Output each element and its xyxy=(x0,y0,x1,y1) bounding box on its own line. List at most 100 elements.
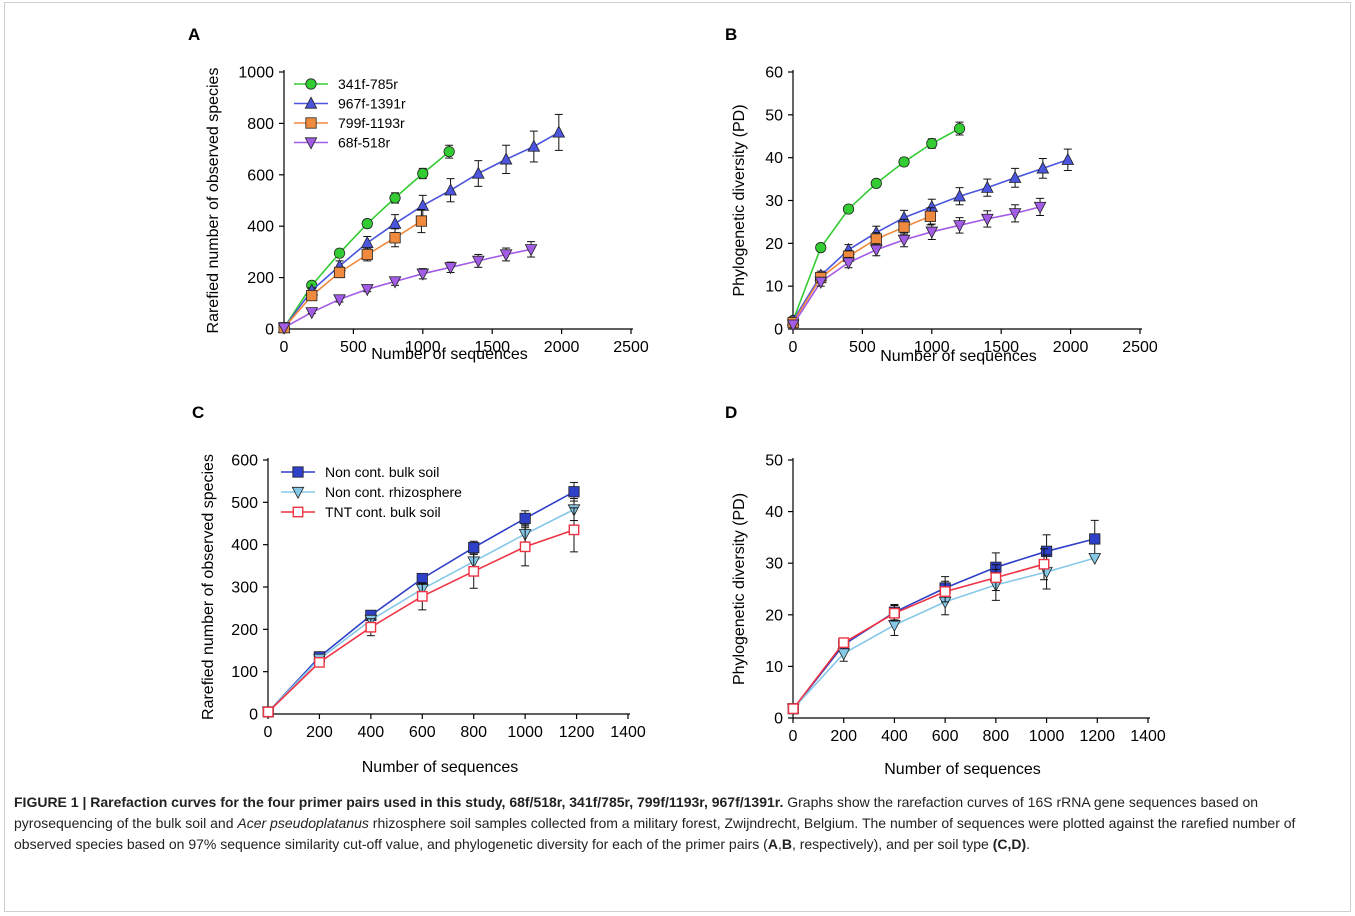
data-point xyxy=(842,203,855,215)
legend-marker xyxy=(305,78,317,90)
data-point xyxy=(389,232,401,244)
data-point xyxy=(980,180,994,193)
data-point xyxy=(468,542,480,554)
y-tick-label: 10 xyxy=(765,279,783,296)
x-tick-label: 1200 xyxy=(559,724,595,741)
data-point xyxy=(314,656,325,668)
panel-letter-a: A xyxy=(188,25,200,44)
data-point xyxy=(870,177,882,189)
data-point xyxy=(568,524,580,536)
y-tick-label: 0 xyxy=(265,322,274,339)
data-point xyxy=(1008,170,1022,183)
data-point xyxy=(361,218,373,230)
x-tick-label: 0 xyxy=(280,339,289,356)
data-point xyxy=(953,122,966,135)
y-tick-label: 400 xyxy=(247,219,274,236)
series-tnt-cont-bulk-soil xyxy=(262,507,580,718)
data-point xyxy=(416,268,430,281)
series-799f-1193r xyxy=(787,207,937,329)
series-line xyxy=(792,159,1069,321)
series-line xyxy=(267,529,575,713)
y-tick-label: 100 xyxy=(231,664,258,681)
y-tick-label: 30 xyxy=(765,193,783,210)
x-tick-label: 600 xyxy=(409,724,436,741)
data-point xyxy=(1061,152,1075,165)
legend-label: Non cont. rhizosphere xyxy=(325,484,462,500)
data-point xyxy=(897,234,911,247)
data-point xyxy=(990,572,1002,584)
caption-title: FIGURE 1 | Rarefaction curves for the fo… xyxy=(14,794,784,810)
y-tick-label: 600 xyxy=(247,167,274,184)
x-tick-label: 0 xyxy=(789,728,798,745)
x-tick-label: 0 xyxy=(789,339,798,356)
data-point xyxy=(388,216,402,229)
legend-marker xyxy=(292,466,304,478)
data-point xyxy=(361,248,373,261)
series-68f-518r xyxy=(277,241,538,335)
x-tick-label: 1000 xyxy=(1029,728,1065,745)
data-point xyxy=(924,210,937,222)
series-line xyxy=(283,220,422,329)
x-tick-label: 1500 xyxy=(983,339,1019,356)
y-tick-label: 200 xyxy=(247,270,274,287)
chart-panel-d: D 0 10 20 30 40 50 0 200 400 600 800 1000 1200 1400 Num… xyxy=(725,403,1166,778)
y-tick-label: 60 xyxy=(765,65,783,82)
chart-panel-a: A 0 200 400 600 800 1000 0 500 1000 1500 2000 2500 Nu… xyxy=(188,25,649,363)
caption-end: . xyxy=(1026,836,1031,852)
data-point xyxy=(786,319,800,332)
data-point xyxy=(262,706,274,718)
caption-text-1: Graphs show the rarefaction curves of 16… xyxy=(14,794,1259,831)
y-tick-label: 50 xyxy=(765,107,783,124)
x-tick-label: 0 xyxy=(264,724,273,741)
y-tick-label: 0 xyxy=(774,322,783,339)
x-axis-title: Number of sequences xyxy=(880,348,1037,365)
data-point xyxy=(926,137,938,150)
data-point xyxy=(1038,558,1050,570)
caption-comma: , xyxy=(777,836,782,852)
data-point xyxy=(1089,533,1101,545)
series-341f-785r xyxy=(787,121,966,327)
series-line xyxy=(792,538,1095,710)
data-point xyxy=(552,125,566,138)
y-axis-title: Rarefied number of observed species xyxy=(205,68,222,334)
data-point xyxy=(471,166,485,179)
data-point xyxy=(869,244,883,257)
data-point xyxy=(365,621,377,633)
legend-marker xyxy=(304,137,318,150)
x-tick-label: 800 xyxy=(983,728,1010,745)
caption-ref-a: A xyxy=(767,836,778,852)
data-point xyxy=(527,139,541,152)
y-tick-label: 0 xyxy=(774,711,783,728)
data-point xyxy=(953,189,966,202)
data-point xyxy=(519,541,531,553)
data-point xyxy=(499,152,513,165)
caption-text-3: , respectively), and per soil type xyxy=(791,836,993,852)
caption-ref-cd: (C,D) xyxy=(992,836,1027,852)
x-tick-label: 2000 xyxy=(544,339,580,356)
series-967f-1391r xyxy=(786,148,1075,326)
x-tick-label: 500 xyxy=(340,339,367,356)
data-point xyxy=(939,586,951,597)
data-point xyxy=(815,242,827,254)
y-tick-label: 600 xyxy=(231,453,258,470)
data-point xyxy=(444,183,457,196)
y-tick-label: 200 xyxy=(231,622,258,639)
panel-letter-d: D xyxy=(725,403,737,422)
data-point xyxy=(499,249,513,262)
y-tick-label: 40 xyxy=(765,150,783,167)
data-point xyxy=(360,284,374,297)
caption-species: Acer pseudoplatanus xyxy=(237,815,369,831)
y-tick-label: 50 xyxy=(765,453,783,470)
data-point xyxy=(443,146,455,158)
series-non-cont-rhizosphere xyxy=(261,498,581,719)
data-point xyxy=(1036,161,1050,174)
x-tick-label: 1000 xyxy=(914,339,950,356)
data-point xyxy=(980,213,994,226)
data-point xyxy=(1008,208,1022,221)
legend: Non cont. bulk soil Non cont. rhizosphere… xyxy=(281,464,462,520)
figure-caption: FIGURE 1 | Rarefaction curves for the fo… xyxy=(14,792,1339,855)
x-tick-label: 800 xyxy=(460,724,487,741)
data-point xyxy=(898,156,910,168)
y-axis-title: Phylogenetic diversity (PD) xyxy=(731,493,748,685)
x-tick-label: 2500 xyxy=(613,339,649,356)
